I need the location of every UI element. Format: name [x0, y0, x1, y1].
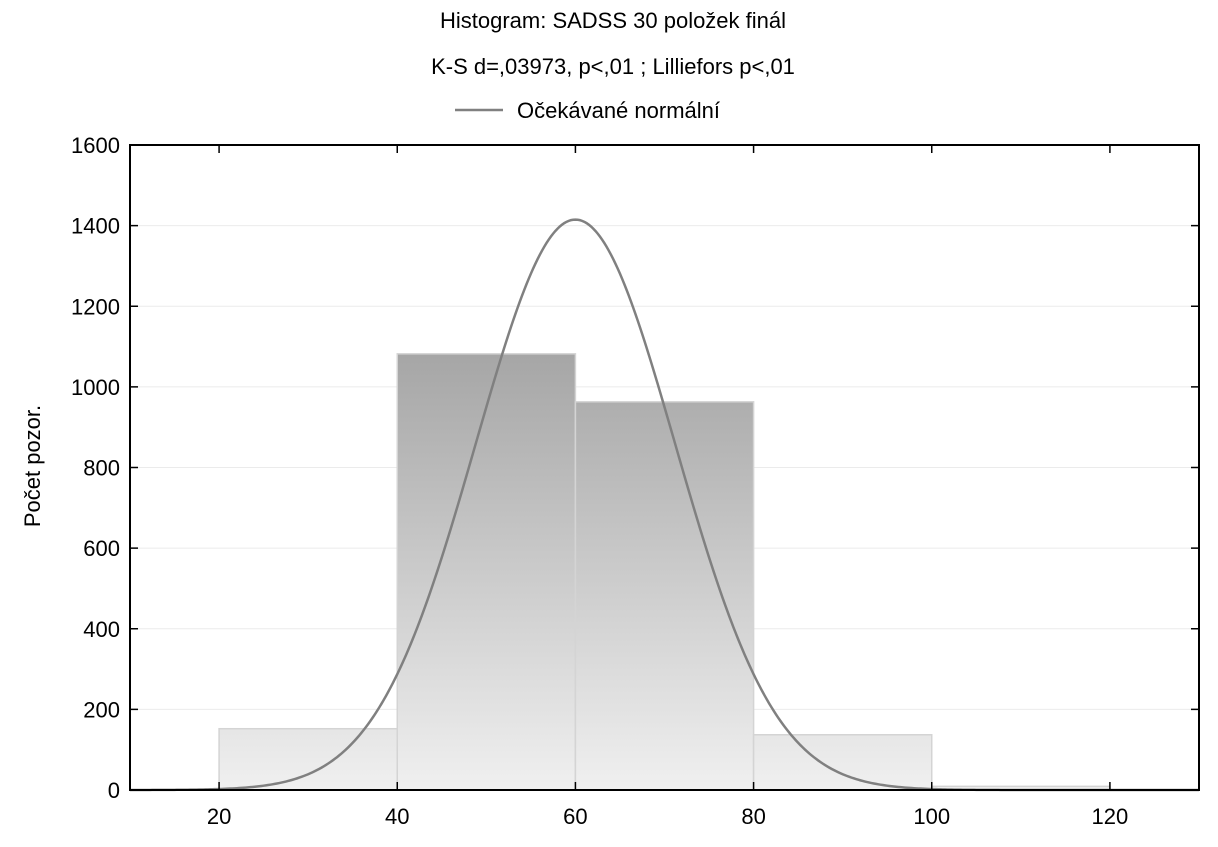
y-tick-label: 1200: [71, 294, 120, 319]
histogram-bar: [396, 353, 577, 791]
y-tick-label: 800: [83, 456, 120, 481]
histogram-bar: [218, 727, 398, 791]
x-tick-label: 60: [563, 804, 587, 829]
bars: [218, 353, 1111, 791]
x-tick-label: 120: [1092, 804, 1129, 829]
x-tick-label: 80: [741, 804, 765, 829]
y-tick-label: 1400: [71, 214, 120, 239]
legend: Očekávané normální: [455, 98, 720, 123]
y-tick-label: 600: [83, 536, 120, 561]
x-tick-label: 100: [913, 804, 950, 829]
histogram-bar: [752, 734, 933, 791]
y-tick-label: 400: [83, 617, 120, 642]
y-tick-label: 1600: [71, 133, 120, 158]
x-tick-label: 40: [385, 804, 409, 829]
x-tick-label: 20: [207, 804, 231, 829]
y-axis-label: Počet pozor.: [20, 405, 45, 527]
histogram-bar: [574, 401, 755, 791]
plot-frame: [129, 144, 1200, 791]
y-tick-label: 200: [83, 697, 120, 722]
tick-labels: 0 200 400 600 800 1000 1200 1400 1600 20 40 60 80 100…: [71, 133, 1128, 829]
chart-subtitle: K-S d=,03973, p<,01 ; Lilliefors p<,01: [431, 54, 795, 79]
legend-label: Očekávané normální: [517, 98, 720, 123]
y-tick-label: 1000: [71, 375, 120, 400]
chart-title: Histogram: SADSS 30 položek finál: [440, 8, 786, 33]
y-tick-label: 0: [108, 778, 120, 803]
